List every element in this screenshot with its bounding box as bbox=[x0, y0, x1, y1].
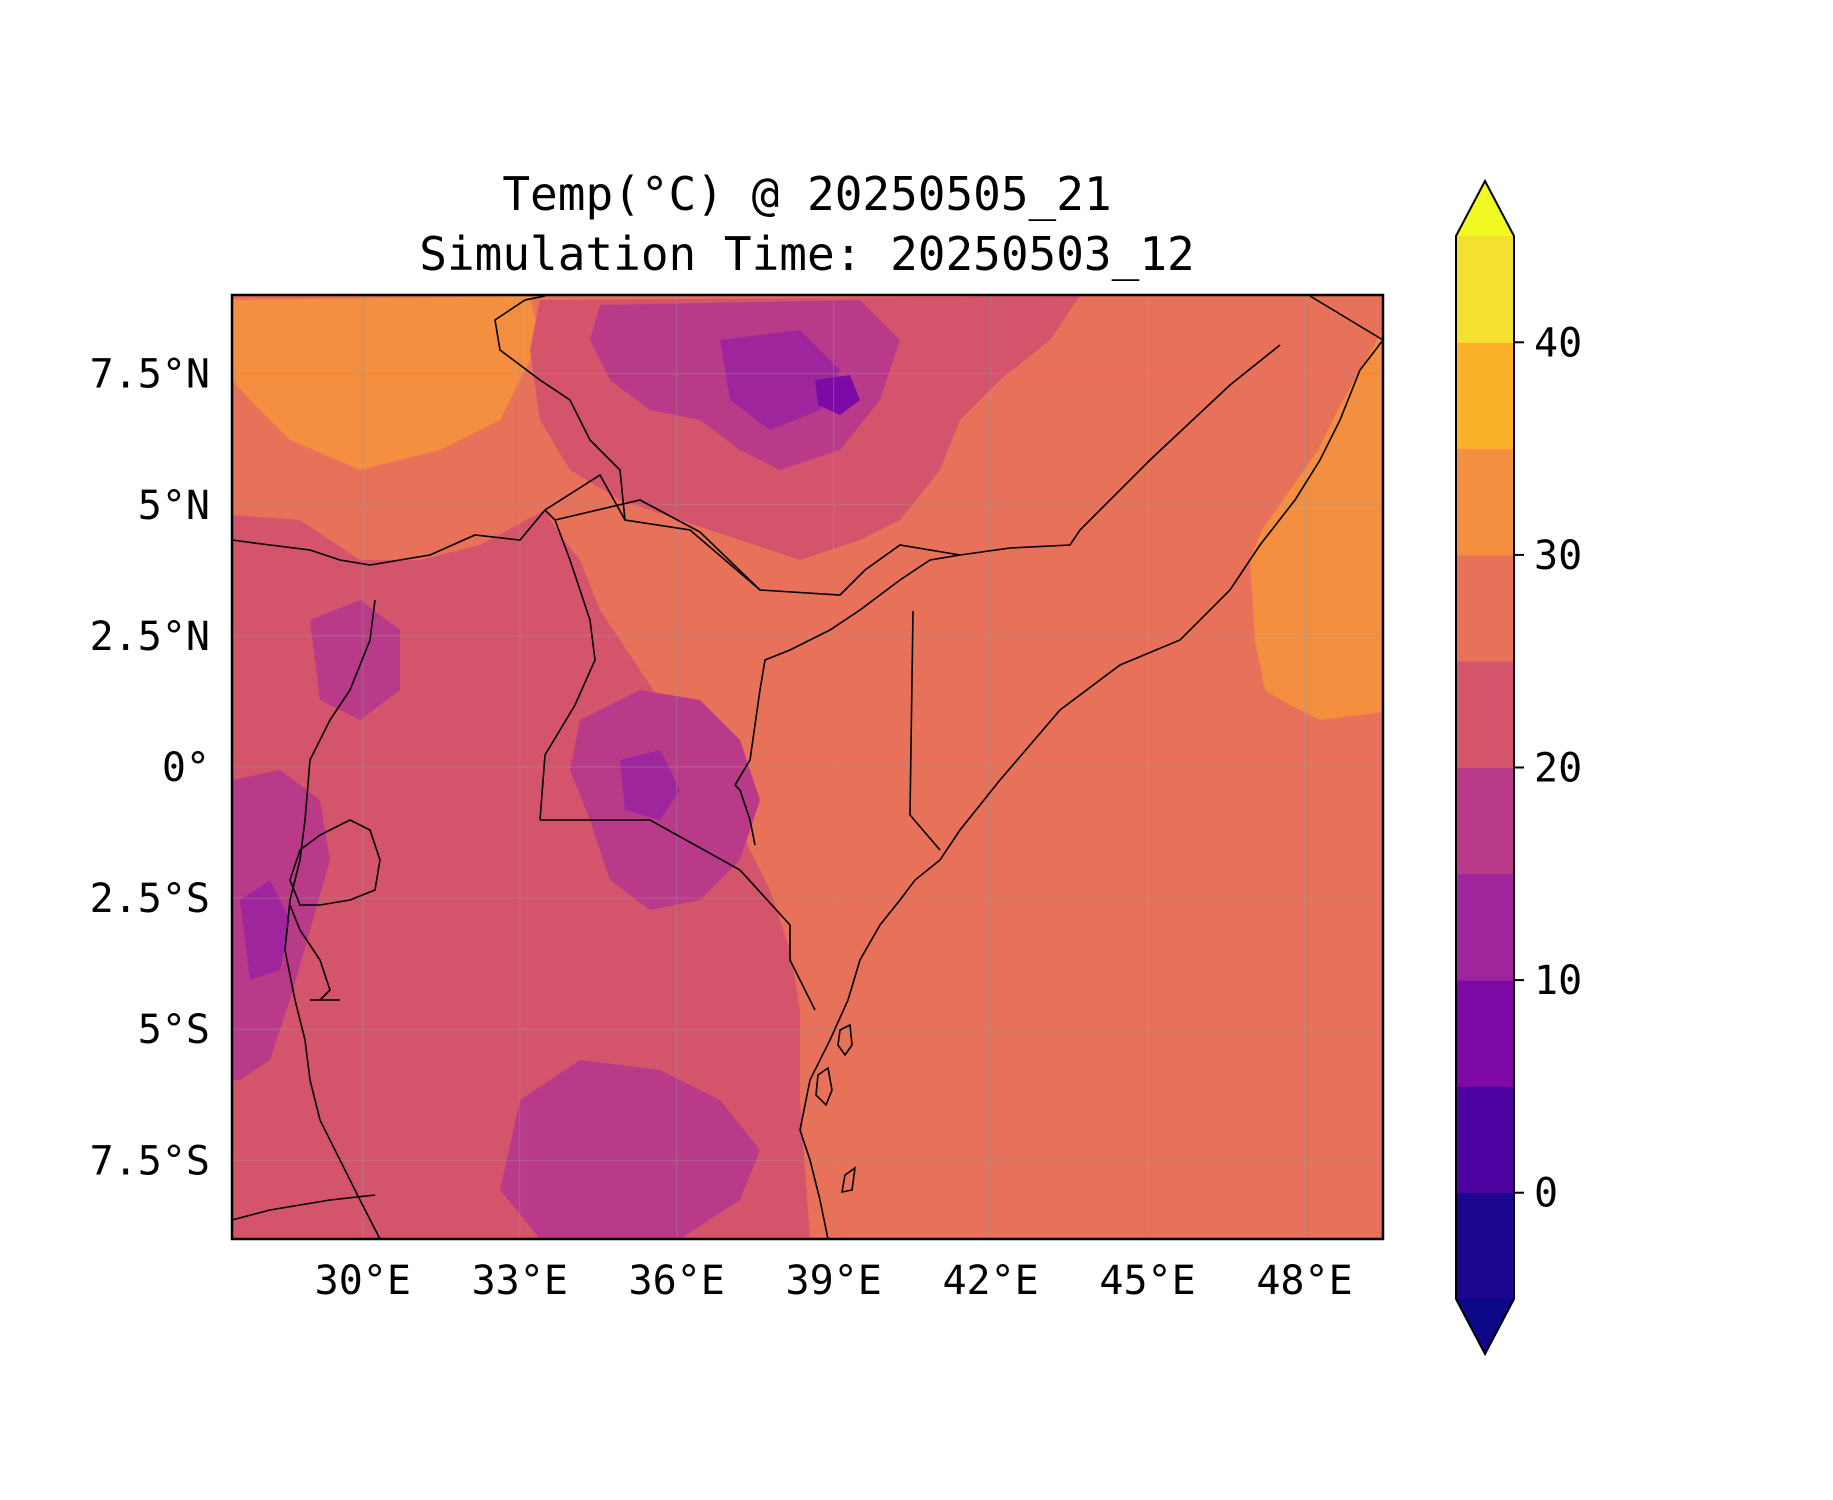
border-tanzania-zambia bbox=[232, 1194, 376, 1221]
mafia-island bbox=[841, 1166, 857, 1194]
border-uganda bbox=[232, 508, 596, 821]
colorbar-tick-label: 0 bbox=[1534, 1171, 1558, 1217]
y-tick-label: 7.5°S bbox=[90, 1138, 210, 1184]
cold-pocket-ethiopia bbox=[720, 330, 840, 430]
colorbar-tick-label: 20 bbox=[1534, 746, 1582, 792]
country-borders bbox=[232, 295, 1383, 1239]
cold-pocket-mt-kenya bbox=[620, 750, 680, 820]
y-tick-label: 7.5°N bbox=[90, 352, 210, 398]
colorbar-tick-label: 30 bbox=[1534, 533, 1582, 579]
colorbar-segment bbox=[1456, 236, 1514, 343]
x-tick-label: 30°E bbox=[315, 1258, 411, 1304]
cold-pocket-rwanda bbox=[240, 880, 290, 980]
border-ethiopia-south-sudan bbox=[544, 473, 961, 596]
coldest-pocket-ethiopia bbox=[815, 375, 860, 415]
border-kenya-tanzania bbox=[540, 819, 816, 1011]
colorbar-outline bbox=[1455, 178, 1515, 1357]
colorbar-tick-label: 40 bbox=[1534, 320, 1582, 366]
warm-zone-somali-coast bbox=[1250, 330, 1383, 720]
border-rwanda-burundi bbox=[289, 819, 381, 1001]
x-tick-label: 45°E bbox=[1099, 1258, 1195, 1304]
map-gridlines bbox=[232, 295, 1383, 1239]
x-tick-label: 39°E bbox=[785, 1258, 881, 1304]
y-tick-label: 0° bbox=[162, 745, 210, 791]
colorbar-over-arrow bbox=[1456, 181, 1514, 236]
y-tick-label: 5°N bbox=[138, 483, 210, 529]
border-drc-lakes bbox=[284, 599, 381, 1239]
pemba-island bbox=[837, 1023, 853, 1057]
x-tick-label: 42°E bbox=[942, 1258, 1038, 1304]
x-tick-label: 36°E bbox=[629, 1258, 725, 1304]
border-south-sudan-east bbox=[494, 295, 626, 521]
x-axis-ticks: 30°E 33°E 36°E 39°E 42°E 45°E 48°E bbox=[315, 1258, 1353, 1304]
colorbar-segment bbox=[1456, 342, 1514, 450]
colorbar: 0 10 20 30 40 bbox=[1455, 178, 1582, 1357]
map-frame bbox=[230, 293, 1385, 1241]
y-axis-ticks: 7.5°N 5°N 2.5°N 0° 2.5°S 5°S 7.5°S bbox=[90, 352, 210, 1185]
zanzibar-islands bbox=[815, 1023, 857, 1194]
colorbar-tick-label: 10 bbox=[1534, 958, 1582, 1004]
temperature-map bbox=[232, 295, 1383, 1239]
title-line-2: Simulation Time: 20250503_12 bbox=[419, 227, 1194, 281]
colorbar-under-arrow bbox=[1456, 1299, 1514, 1354]
colorbar-segment bbox=[1456, 873, 1514, 981]
x-tick-label: 33°E bbox=[472, 1258, 568, 1304]
zanzibar-island bbox=[815, 1066, 833, 1107]
colorbar-segment bbox=[1456, 1086, 1514, 1194]
y-tick-label: 2.5°S bbox=[90, 876, 210, 922]
colorbar-segment bbox=[1456, 661, 1514, 768]
border-kenya-somalia bbox=[909, 610, 941, 851]
cool-zone-uganda bbox=[310, 600, 400, 720]
x-tick-label: 48°E bbox=[1256, 1258, 1352, 1304]
y-tick-label: 5°S bbox=[138, 1007, 210, 1053]
warm-zone-south-sudan bbox=[232, 296, 540, 470]
colorbar-segment bbox=[1456, 980, 1514, 1087]
cool-zone-tanzania-south bbox=[500, 1060, 760, 1239]
y-tick-label: 2.5°N bbox=[90, 614, 210, 660]
border-somalia-ethiopia bbox=[733, 295, 1383, 846]
colorbar-segment bbox=[1456, 767, 1514, 875]
coastline bbox=[799, 339, 1383, 1239]
colorbar-segment bbox=[1456, 1192, 1514, 1300]
colorbar-segment bbox=[1456, 448, 1514, 556]
title-line-1: Temp(°C) @ 20250505_21 bbox=[502, 167, 1111, 221]
colorbar-segment bbox=[1456, 554, 1514, 662]
